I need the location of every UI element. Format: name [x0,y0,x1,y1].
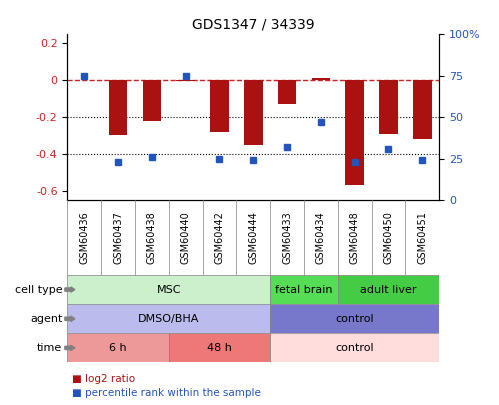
Bar [270,275,338,304]
Bar [244,80,262,145]
Text: GSM60444: GSM60444 [248,211,258,264]
Text: ■ log2 ratio: ■ log2 ratio [72,374,136,384]
Text: GSM60437: GSM60437 [113,211,123,264]
Text: GSM60434: GSM60434 [316,211,326,264]
Bar [338,275,439,304]
Bar [210,80,229,132]
Bar [176,80,195,81]
Text: adult liver: adult liver [360,285,417,294]
Bar [67,333,169,362]
Bar [379,80,398,134]
Text: cell type: cell type [15,285,62,294]
Text: GSM60433: GSM60433 [282,211,292,264]
Bar [270,304,439,333]
Text: MSC: MSC [157,285,181,294]
Bar [345,80,364,185]
Text: GSM60442: GSM60442 [215,211,225,264]
Text: control: control [335,314,374,324]
Text: GSM60448: GSM60448 [350,211,360,264]
Text: fetal brain: fetal brain [275,285,333,294]
Bar [143,80,161,121]
Text: agent: agent [30,314,62,324]
Text: time: time [37,343,62,353]
Text: GSM60440: GSM60440 [181,211,191,264]
Bar [311,78,330,80]
Title: GDS1347 / 34339: GDS1347 / 34339 [192,17,314,32]
Text: GSM60451: GSM60451 [417,211,427,264]
Bar [67,275,270,304]
Bar [67,304,270,333]
Text: GSM60438: GSM60438 [147,211,157,264]
Bar [270,333,439,362]
Text: 48 h: 48 h [207,343,232,353]
Text: DMSO/BHA: DMSO/BHA [138,314,200,324]
Text: GSM60450: GSM60450 [383,211,393,264]
Bar [109,80,127,136]
Bar [169,333,270,362]
Text: GSM60436: GSM60436 [79,211,89,264]
Text: control: control [335,343,374,353]
Bar [278,80,296,104]
Bar [413,80,432,139]
Text: 6 h: 6 h [109,343,127,353]
Text: ■ percentile rank within the sample: ■ percentile rank within the sample [72,388,261,398]
